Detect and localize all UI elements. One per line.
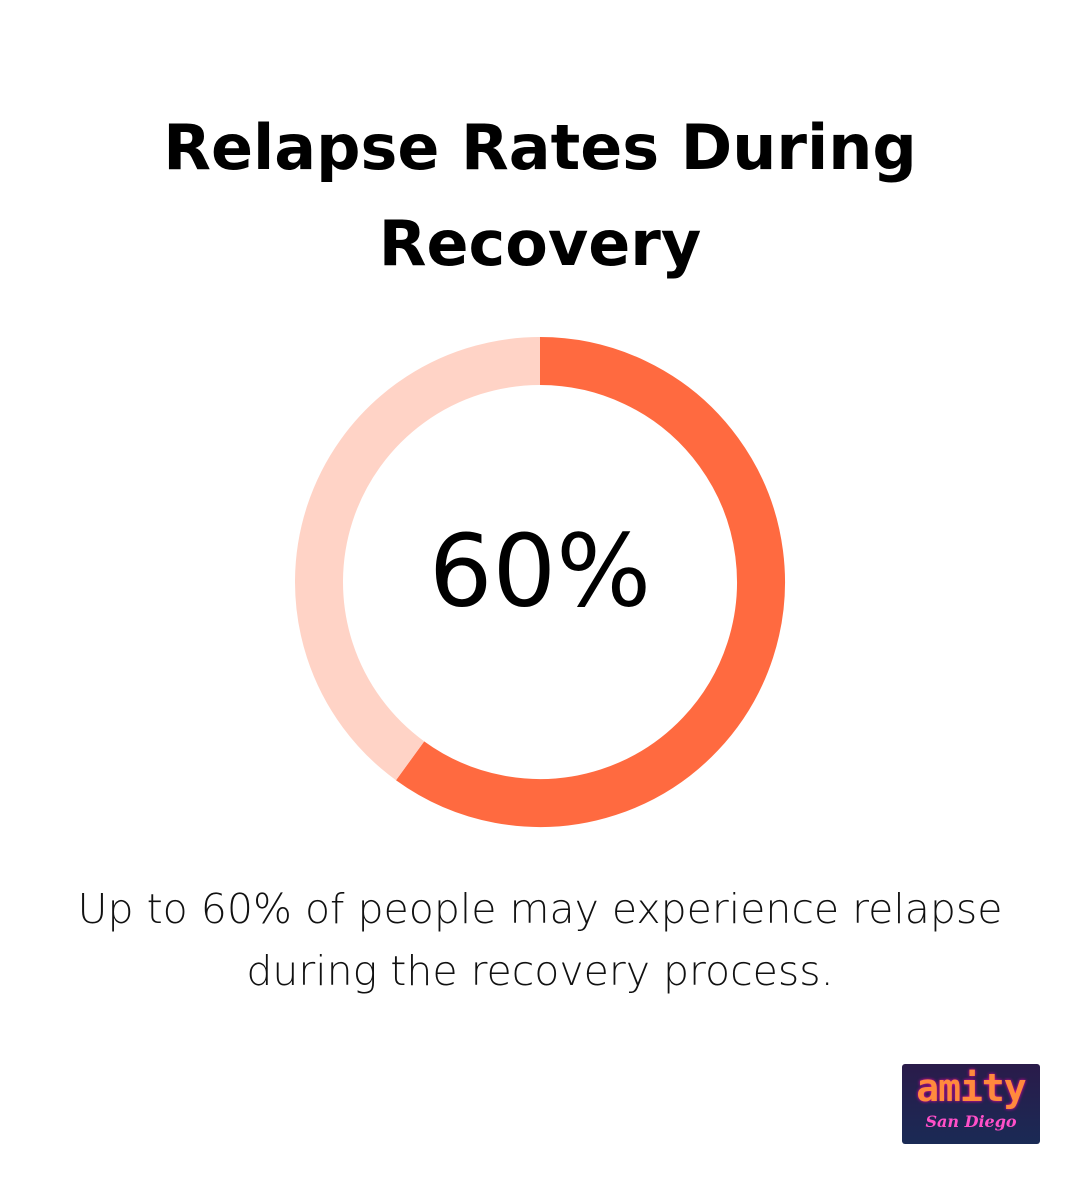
logo-subtext: San Diego — [925, 1112, 1017, 1131]
chart: 60% — [295, 337, 785, 827]
chart-title: Relapse Rates During Recovery — [163, 111, 917, 280]
logo: amity San Diego — [902, 1064, 1040, 1144]
center-label: 60% — [429, 512, 651, 629]
donut-segment — [295, 337, 541, 781]
donut-segment — [396, 337, 785, 827]
logo-text: amity — [916, 1066, 1026, 1110]
caption: Up to 60% of people may experience relap… — [77, 885, 1003, 995]
